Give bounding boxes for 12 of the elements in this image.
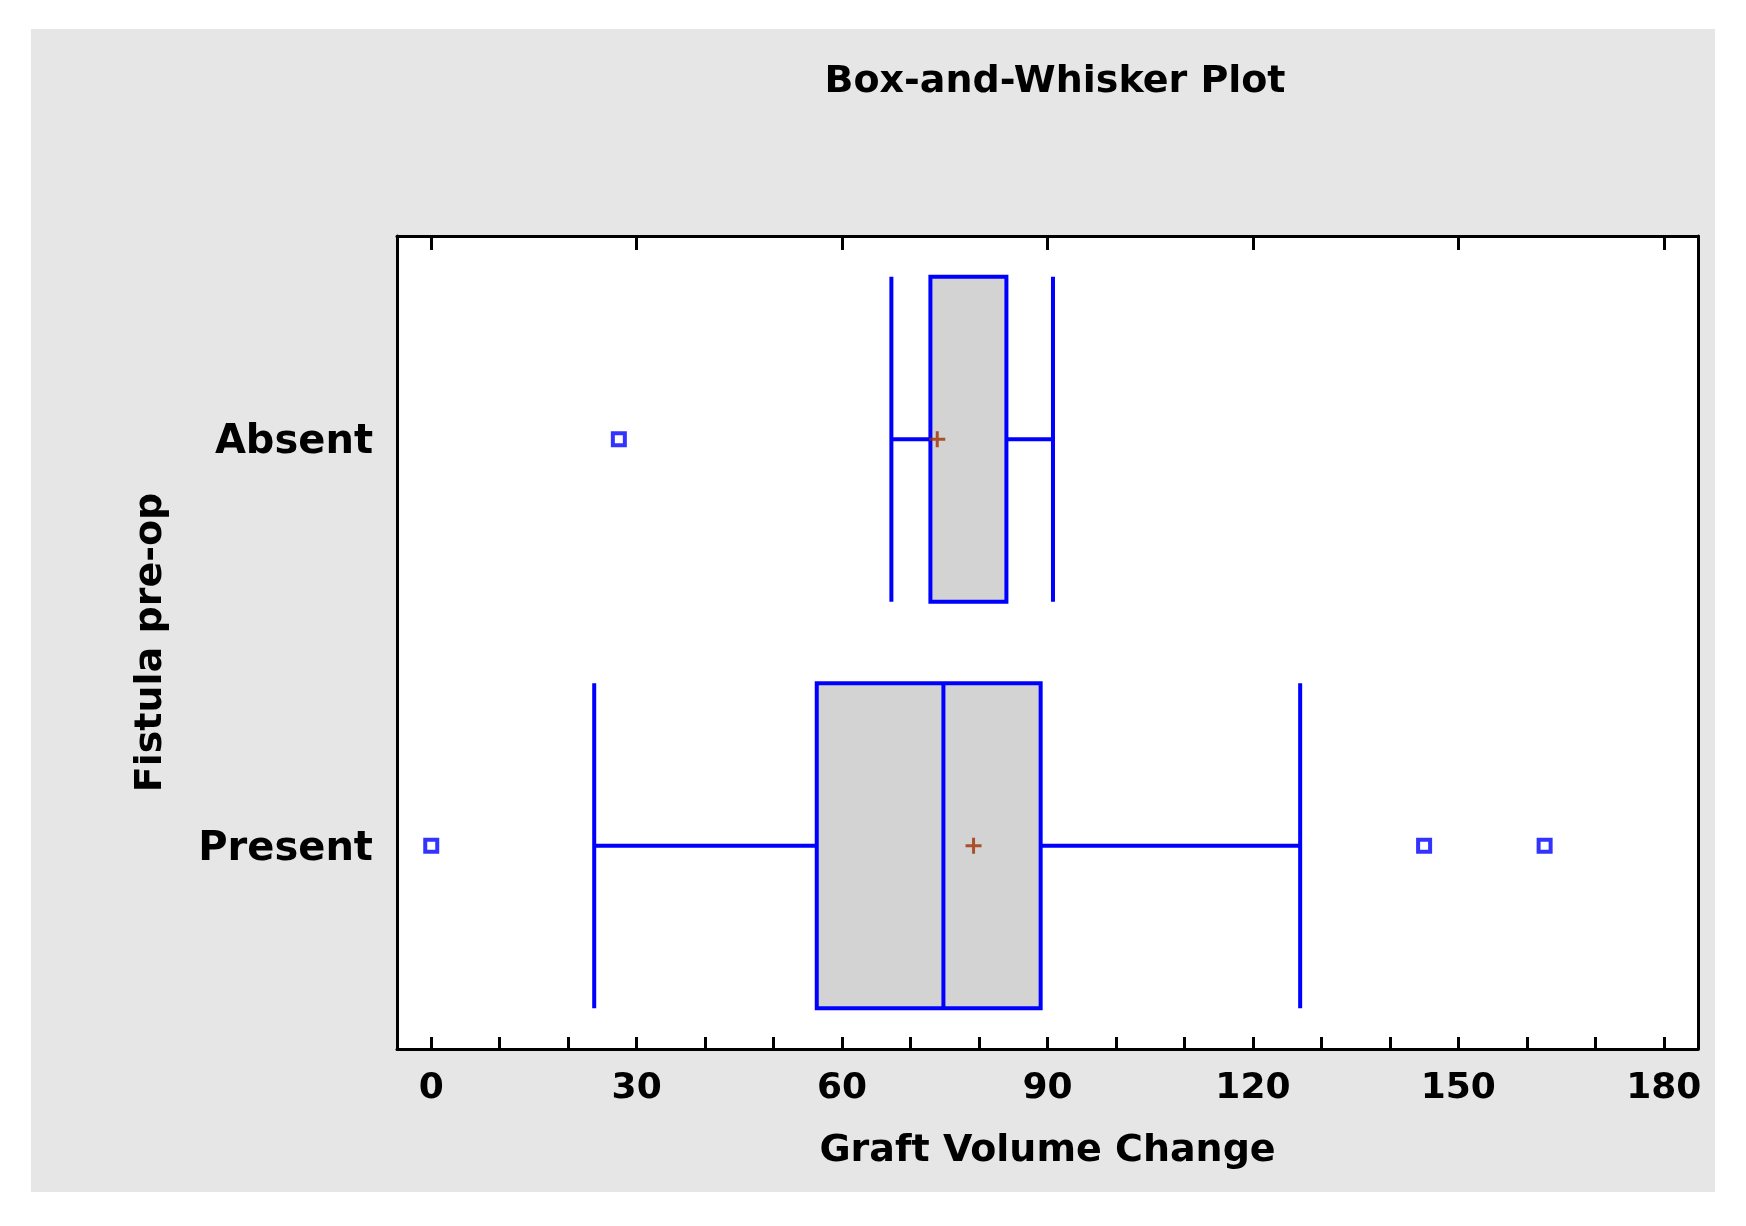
chart-title: Box-and-Whisker Plot: [824, 57, 1286, 101]
x-tick-label: 90: [1022, 1064, 1073, 1106]
x-tick-label: 180: [1626, 1064, 1702, 1106]
x-tick-label: 0: [418, 1064, 444, 1106]
y-tick-label: Present: [198, 822, 373, 869]
x-tick-label: 150: [1420, 1064, 1496, 1106]
y-axis-title: Fistula pre-op: [126, 492, 170, 793]
x-tick-label: 120: [1215, 1064, 1291, 1106]
x-tick-label: 30: [611, 1064, 662, 1106]
x-axis-title: Graft Volume Change: [819, 1126, 1276, 1170]
y-tick-label: Absent: [214, 416, 373, 463]
x-tick-label: 60: [817, 1064, 868, 1106]
